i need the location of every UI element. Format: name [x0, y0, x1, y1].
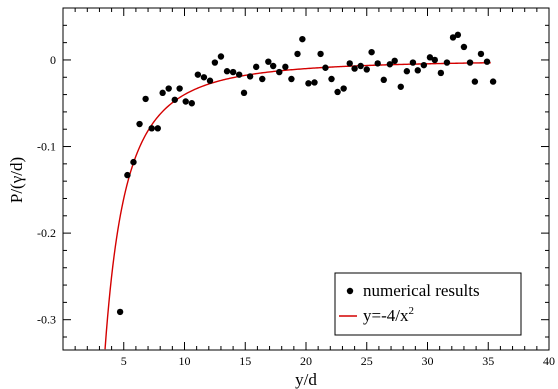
legend-label-fit-curve: y=-4/x2 [363, 305, 414, 325]
data-point [397, 83, 404, 90]
y-tick-label: -0.3 [37, 313, 56, 327]
x-axis-label: y/d [295, 370, 317, 389]
data-point [288, 75, 295, 83]
x-tick-label: 40 [543, 354, 555, 368]
x-tick-label: 10 [179, 354, 191, 368]
data-point [305, 80, 312, 87]
data-point [426, 54, 434, 61]
axis-ticks [63, 8, 549, 350]
data-point [154, 125, 161, 132]
data-point [276, 68, 283, 76]
data-point [403, 68, 411, 75]
data-point [223, 68, 231, 75]
y-tick-label: -0.2 [37, 226, 56, 240]
data-point [229, 68, 237, 76]
data-point [489, 78, 497, 85]
data-point [466, 59, 474, 66]
data-point [483, 58, 491, 65]
data-point [130, 158, 137, 166]
data-point [252, 63, 260, 71]
data-point [460, 43, 468, 51]
data-points-layer [116, 31, 497, 316]
data-point [211, 59, 219, 66]
data-point [124, 171, 131, 179]
data-point [380, 76, 387, 84]
legend-label-fit-curve-superscript: 2 [408, 305, 414, 317]
x-tick-label: 20 [300, 354, 312, 368]
data-point [386, 61, 394, 68]
data-point [340, 85, 347, 92]
data-point [357, 62, 364, 70]
data-point [334, 88, 341, 96]
data-point [477, 50, 485, 58]
data-point [449, 34, 457, 41]
x-tick-label: 15 [239, 354, 251, 368]
data-point [240, 89, 248, 97]
legend: numerical results y=-4/x2 [334, 272, 522, 336]
data-point [409, 59, 417, 66]
y-tick-label: -0.1 [37, 140, 56, 154]
data-point [294, 50, 301, 58]
data-point [322, 64, 329, 71]
data-point [317, 50, 324, 58]
x-tick-label: 5 [121, 354, 127, 368]
data-point [165, 85, 172, 92]
axis-tick-labels: 5 10 15 20 25 30 35 40 0 -0.1 -0.2 -0.3 [37, 53, 555, 368]
data-point [200, 74, 208, 81]
x-tick-label: 30 [422, 354, 434, 368]
data-point [351, 65, 358, 72]
data-point [471, 78, 479, 85]
data-point [431, 56, 438, 64]
data-point [454, 31, 462, 39]
data-point [217, 53, 225, 60]
data-point [420, 61, 428, 69]
data-point [171, 96, 178, 103]
data-point [363, 66, 370, 73]
data-point [414, 67, 421, 74]
data-point [148, 125, 155, 132]
legend-label-fit-curve-main: y=-4/x [363, 306, 409, 325]
data-point [391, 57, 398, 65]
legend-box [334, 272, 522, 336]
data-point [265, 58, 272, 65]
data-point [374, 60, 381, 67]
x-tick-label: 35 [482, 354, 494, 368]
data-point [206, 77, 214, 84]
data-point [299, 35, 306, 43]
data-point [194, 71, 202, 78]
y-axis-label: P/(γ/d) [7, 157, 26, 203]
data-point [142, 95, 149, 103]
y-tick-label: 0 [50, 53, 56, 67]
data-point [182, 98, 189, 105]
data-point [328, 75, 335, 83]
data-point [116, 308, 124, 316]
data-point [235, 71, 243, 78]
data-point [311, 79, 318, 86]
data-point [259, 75, 266, 83]
data-point [269, 62, 277, 70]
x-tick-label: 25 [361, 354, 373, 368]
data-point [136, 120, 143, 128]
data-point [443, 59, 451, 66]
data-point [188, 100, 195, 107]
data-point [246, 73, 254, 80]
data-point [368, 48, 375, 56]
data-point [176, 85, 183, 92]
legend-marker-dot [346, 287, 354, 295]
data-point [437, 69, 445, 77]
legend-label-numerical-results: numerical results [363, 281, 480, 300]
data-point [346, 60, 353, 67]
data-point [282, 63, 289, 71]
data-point [159, 89, 166, 97]
